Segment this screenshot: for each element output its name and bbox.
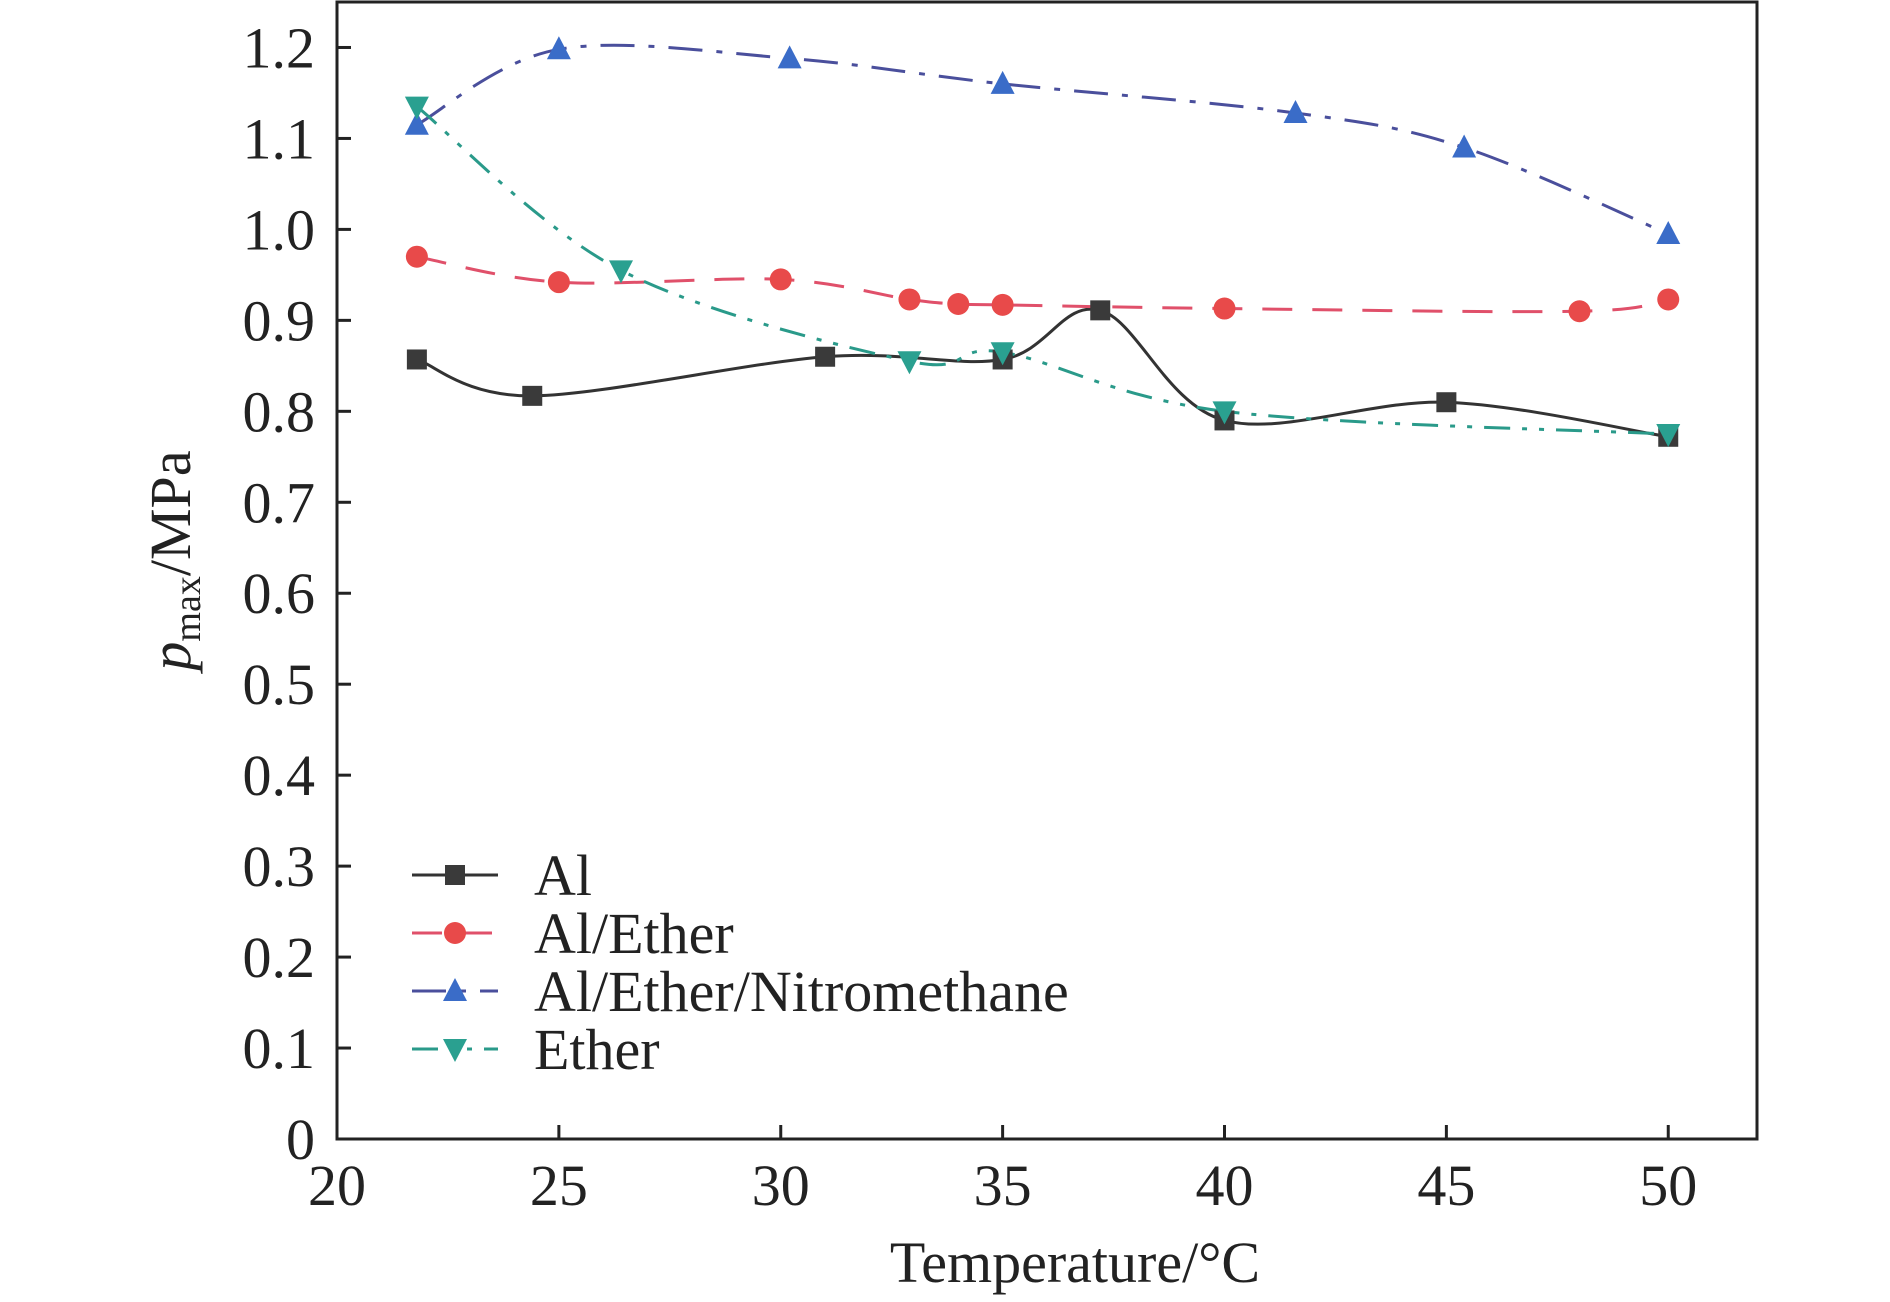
legend-label-al-ether-nitromethane: Al/Ether/Nitromethane [534,959,1069,1024]
legend-label-ether: Ether [534,1017,660,1082]
y-axis-title-symbol: p [138,642,203,675]
y-tick-label: 0.8 [243,379,316,444]
series-line-al-ether [416,255,1669,314]
data-point-al-ether [991,293,1014,316]
data-point-al-ether [1657,288,1680,311]
y-tick-label: 1.1 [243,106,316,171]
data-point-al [522,385,543,406]
series-markers [404,36,1681,448]
x-tick-label: 30 [752,1153,810,1218]
series-line-ether [415,105,1669,436]
x-tick-label: 40 [1196,1153,1254,1218]
legend-marker-ether [443,1039,467,1062]
legend-marker-al [445,865,465,885]
x-axis-title: Temperature/°C [890,1230,1260,1295]
legend-label-al-ether: Al/Ether [534,901,734,966]
data-point-al [815,346,836,367]
data-point-al-ether-nitromethane [990,70,1015,94]
series-line-al-ether-nitromethane [416,43,1669,236]
y-tick-label: 0.9 [243,288,316,353]
y-tick-label: 0.2 [243,925,316,990]
data-point-al-ether [1568,300,1591,323]
y-tick-label: 0.5 [243,652,316,717]
data-point-al-ether [769,268,792,291]
legend-marker-al-ether [444,922,466,944]
data-point-ether [990,342,1015,366]
y-tick-label: 0.3 [243,834,316,899]
data-point-al-ether-nitromethane [1656,220,1681,244]
data-point-al-ether [947,292,970,315]
y-tick-label: 0.6 [243,561,316,626]
data-point-ether [1656,424,1681,448]
y-axis-title-subscript: max [167,576,209,641]
y-tick-label: 0 [286,1107,315,1172]
series-line-al [416,307,1669,439]
x-tick-label: 45 [1417,1153,1475,1218]
data-point-al-ether-nitromethane [1283,99,1308,123]
legend-label-al: Al [534,843,592,908]
x-tick-label: 50 [1639,1153,1697,1218]
y-axis-title-unit: /MPa [138,450,203,576]
legend-marker-al-ether-nitromethane [443,978,467,1001]
x-tick-label: 20 [308,1153,366,1218]
data-point-al-ether [405,245,428,268]
axis-ticks: 20 25 30 35 40 45 50 0 0.1 0.2 0.3 0.4 0.5 0.6 0.7 0.8 0… [243,15,1698,1218]
data-point-al [1436,392,1457,413]
data-point-al-ether [898,288,921,311]
x-tick-label: 35 [974,1153,1032,1218]
data-point-al-ether-nitromethane [777,45,802,69]
y-tick-label: 0.7 [243,470,316,535]
data-point-ether [897,351,922,375]
data-point-al-ether [1213,297,1236,320]
data-point-ether [1212,401,1237,425]
y-tick-label: 0.4 [243,743,316,808]
data-point-al-ether-nitromethane [404,111,429,135]
y-axis-title: pmax/MPa [138,450,209,674]
data-point-al [1090,300,1111,321]
y-tick-label: 0.1 [243,1016,316,1081]
plot-frame [335,0,1759,1141]
series-curves [415,43,1669,439]
data-point-ether [404,96,429,120]
y-tick-label: 1.0 [243,197,316,262]
data-point-al-ether-nitromethane [546,36,571,60]
x-tick-label: 25 [530,1153,588,1218]
data-point-al [406,349,427,370]
data-point-al-ether [547,271,570,294]
data-point-ether [609,260,633,284]
y-tick-label: 1.2 [243,15,316,80]
data-point-al-ether-nitromethane [1452,134,1477,158]
